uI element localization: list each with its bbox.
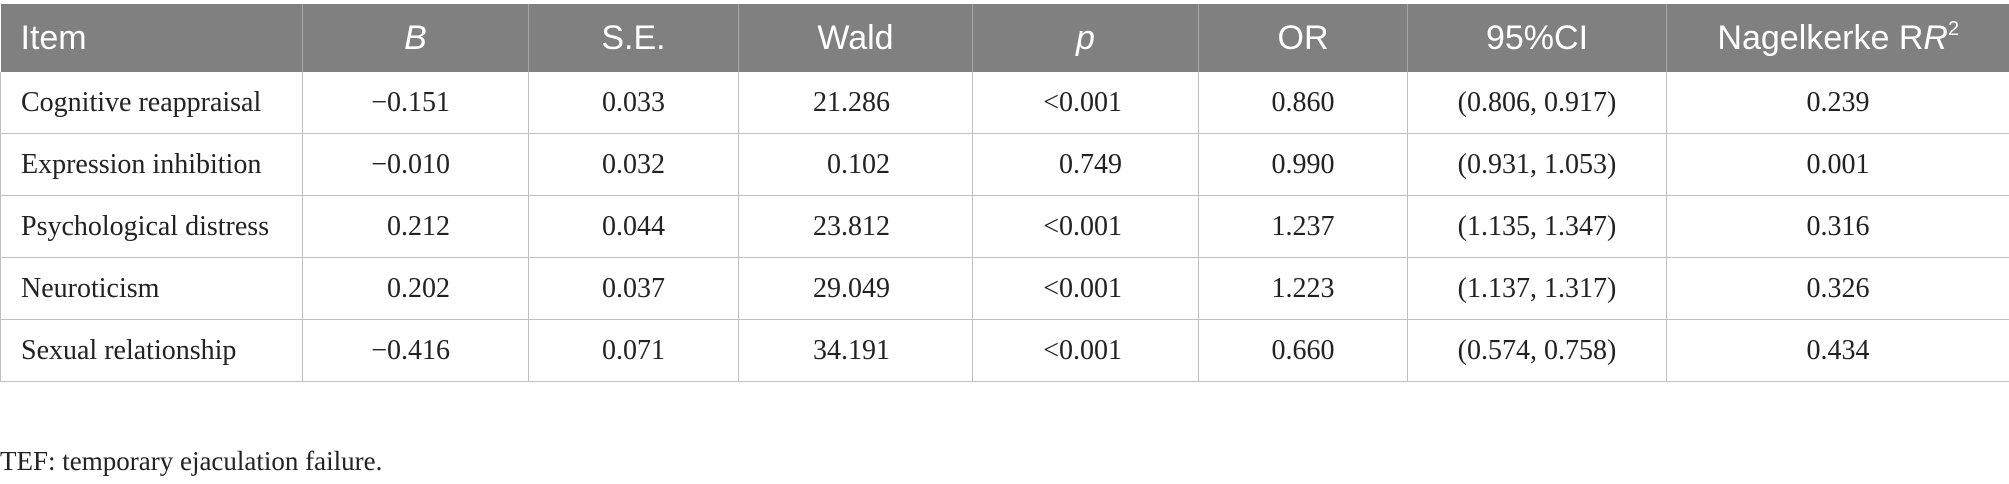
- cell-item: Neuroticism: [0, 257, 303, 320]
- cell-item: Sexual relationship: [0, 319, 303, 382]
- table-footnote: TEF: temporary ejaculation failure.: [0, 446, 383, 476]
- cell-b: −0.151: [302, 72, 529, 134]
- table-row: Sexual relationship −0.416 0.071 34.191 …: [0, 319, 2009, 382]
- cell-wald: 29.049: [738, 257, 973, 320]
- cell-se: 0.033: [528, 72, 739, 134]
- cell-or: 0.660: [1198, 319, 1408, 382]
- cell-r2: 0.239: [1666, 72, 2009, 134]
- cell-ci: (1.137, 1.317): [1407, 257, 1667, 320]
- cell-or: 0.990: [1198, 133, 1408, 196]
- cell-se: 0.032: [528, 133, 739, 196]
- cell-p: <0.001: [972, 319, 1199, 382]
- cell-r2: 0.316: [1666, 195, 2009, 258]
- cell-wald: 23.812: [738, 195, 973, 258]
- cell-item: Psychological distress: [0, 195, 303, 258]
- cell-or: 1.237: [1198, 195, 1408, 258]
- cell-wald: 34.191: [738, 319, 973, 382]
- cell-or: 0.860: [1198, 72, 1408, 134]
- cell-item: Cognitive reappraisal: [0, 72, 303, 134]
- table-row: Cognitive reappraisal −0.151 0.033 21.28…: [0, 72, 2009, 134]
- regression-table: Item B S.E. Wald p OR 95%CI Nagelkerke R…: [0, 4, 2009, 382]
- cell-se: 0.071: [528, 319, 739, 382]
- cell-ci: (1.135, 1.347): [1407, 195, 1667, 258]
- cell-b: 0.212: [302, 195, 529, 258]
- cell-or: 1.223: [1198, 257, 1408, 320]
- header-ci: 95%CI: [1407, 4, 1667, 72]
- header-nagelkerke: Nagelkerke RR2: [1666, 4, 2009, 72]
- table-row: Neuroticism 0.202 0.037 29.049 <0.001 1.…: [0, 257, 2009, 320]
- cell-se: 0.044: [528, 195, 739, 258]
- table-header: Item B S.E. Wald p OR 95%CI Nagelkerke R…: [0, 4, 2009, 72]
- header-wald: Wald: [738, 4, 973, 72]
- cell-r2: 0.326: [1666, 257, 2009, 320]
- cell-item: Expression inhibition: [0, 133, 303, 196]
- cell-b: −0.416: [302, 319, 529, 382]
- cell-ci: (0.806, 0.917): [1407, 72, 1667, 134]
- header-row: Item B S.E. Wald p OR 95%CI Nagelkerke R…: [0, 4, 2009, 72]
- cell-ci: (0.931, 1.053): [1407, 133, 1667, 196]
- header-or: OR: [1198, 4, 1408, 72]
- cell-wald: 0.102: [738, 133, 973, 196]
- table-row: Expression inhibition −0.010 0.032 0.102…: [0, 133, 2009, 196]
- cell-p: 0.749: [972, 133, 1199, 196]
- cell-r2: 0.001: [1666, 133, 2009, 196]
- cell-p: <0.001: [972, 72, 1199, 134]
- header-item: Item: [0, 4, 303, 72]
- cell-ci: (0.574, 0.758): [1407, 319, 1667, 382]
- regression-table-container: Item B S.E. Wald p OR 95%CI Nagelkerke R…: [0, 4, 2009, 382]
- cell-b: −0.010: [302, 133, 529, 196]
- table-row: Psychological distress 0.212 0.044 23.81…: [0, 195, 2009, 258]
- header-b: B: [302, 4, 529, 72]
- table-body: Cognitive reappraisal −0.151 0.033 21.28…: [0, 72, 2009, 382]
- cell-p: <0.001: [972, 195, 1199, 258]
- cell-p: <0.001: [972, 257, 1199, 320]
- header-se: S.E.: [528, 4, 739, 72]
- header-p: p: [972, 4, 1199, 72]
- cell-se: 0.037: [528, 257, 739, 320]
- cell-b: 0.202: [302, 257, 529, 320]
- cell-r2: 0.434: [1666, 319, 2009, 382]
- cell-wald: 21.286: [738, 72, 973, 134]
